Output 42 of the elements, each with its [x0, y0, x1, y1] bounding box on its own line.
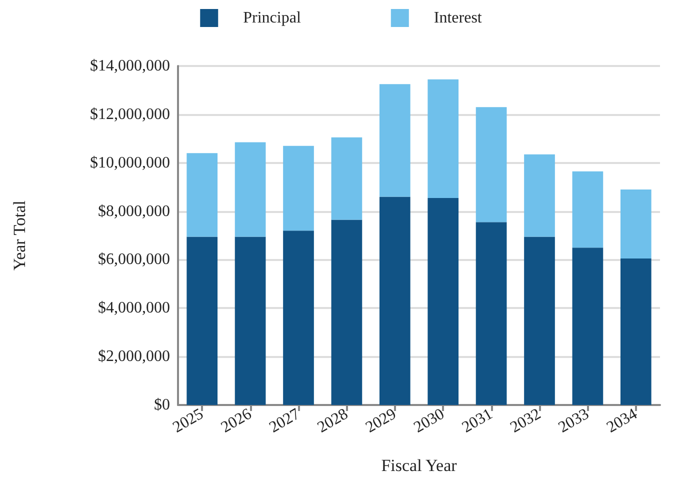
legend-label: Principal [243, 10, 302, 26]
bar [234, 236, 266, 405]
y-tick-label: $8,000,000 [98, 202, 170, 220]
x-tick-label: 2031 [459, 406, 496, 436]
x-tick-label: 2030 [411, 406, 448, 436]
y-tick-label: $10,000,000 [90, 154, 170, 172]
bar [234, 142, 266, 237]
y-tick-label: $4,000,000 [98, 300, 170, 317]
bar [331, 137, 362, 220]
bar [186, 153, 218, 237]
bar [476, 107, 507, 222]
bar [428, 198, 459, 405]
x-tick-label: 2025 [170, 406, 206, 436]
bar [572, 171, 604, 248]
y-tick-label: $12,000,000 [90, 106, 170, 123]
x-axis-title: Fiscal Year [381, 456, 458, 475]
bar [331, 220, 362, 405]
x-tick-label: 2027 [266, 406, 303, 436]
x-tick-label: 2033 [556, 406, 592, 436]
x-tick-label: 2028 [314, 406, 351, 436]
bar [186, 236, 218, 405]
x-tick-label: 2034 [604, 406, 640, 436]
y-axis-title: Year Total [10, 200, 29, 270]
legend-label: Interest [434, 10, 482, 26]
bar [283, 146, 314, 231]
y-tick-label: $2,000,000 [98, 348, 170, 366]
bar [620, 258, 652, 405]
y-tick-label: $14,000,000 [90, 58, 170, 74]
bar [428, 79, 459, 198]
bar [379, 196, 410, 405]
bar [524, 236, 555, 405]
x-tick-label: 2032 [508, 406, 544, 436]
x-tick-label: 2029 [362, 406, 400, 436]
y-tick-label: $0 [154, 396, 170, 414]
bar [572, 248, 604, 405]
bar [620, 189, 652, 259]
x-tick-label: 2026 [218, 406, 255, 436]
bar [524, 154, 555, 237]
bar [379, 84, 410, 197]
bar [476, 222, 507, 405]
y-tick-label: $6,000,000 [98, 251, 170, 268]
bar [283, 230, 314, 405]
